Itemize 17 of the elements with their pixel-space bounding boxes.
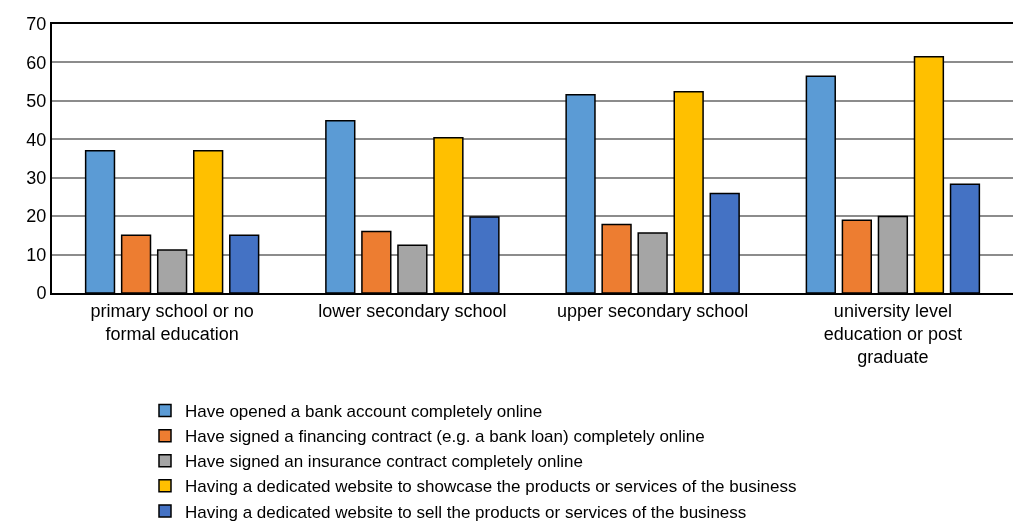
- legend-label: Having a dedicated website to showcase the products or services of the business: [185, 477, 797, 497]
- legend-label: Having a dedicated website to sell the products or services of the business: [185, 502, 747, 521]
- y-tick-label: 50: [26, 91, 47, 112]
- y-tick-label: 60: [26, 52, 47, 73]
- legend-label: Have signed an insurance contract completely online: [185, 452, 583, 472]
- x-tick-label: lower secondary school: [318, 300, 507, 321]
- x-tick-label: primary school or no formal education: [90, 300, 254, 344]
- legend-label: Have signed a financing contract (e.g. a bank loan) completely online: [185, 427, 705, 447]
- x-tick-label: university level education or post graduate: [823, 300, 962, 368]
- y-tick-label: 0: [36, 283, 47, 304]
- y-tick-label: 40: [26, 129, 47, 150]
- y-tick-label: 10: [26, 244, 47, 265]
- y-tick-label: 30: [26, 168, 47, 189]
- y-tick-label: 70: [26, 14, 47, 35]
- x-tick-label: upper secondary school: [557, 300, 749, 321]
- y-tick-label: 20: [26, 206, 47, 227]
- legend-label: Have opened a bank account completely online: [185, 402, 543, 422]
